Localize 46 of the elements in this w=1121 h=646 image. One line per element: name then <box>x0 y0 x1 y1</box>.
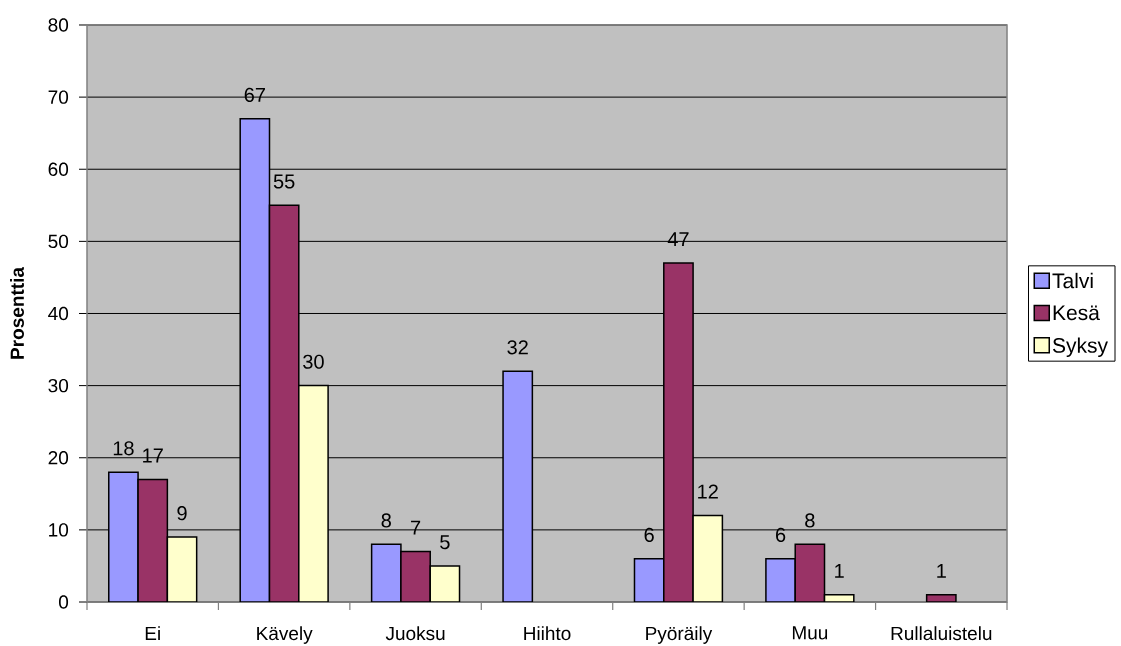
data-label: 8 <box>381 513 391 528</box>
y-tick-label: 60 <box>48 162 69 176</box>
y-tick-label: 20 <box>48 451 69 465</box>
bar <box>794 543 826 602</box>
bar <box>108 471 139 602</box>
y-tick-label: 50 <box>48 234 69 249</box>
bar <box>370 543 402 602</box>
bar <box>502 370 534 602</box>
bar <box>137 478 169 602</box>
x-tick-label: Hiihto <box>524 626 571 641</box>
legend-label: Talvi <box>1052 272 1093 289</box>
bar <box>663 262 694 602</box>
y-tick-label: 80 <box>48 18 69 32</box>
data-label: 6 <box>776 527 786 542</box>
x-tick-label: Kävely <box>257 626 313 644</box>
data-label: 30 <box>303 354 324 369</box>
bar <box>298 384 329 602</box>
x-tick-label: Muu <box>792 626 828 640</box>
bar <box>239 118 271 602</box>
y-tick-label: 10 <box>49 523 69 537</box>
data-label: 12 <box>698 484 718 499</box>
bar <box>429 565 461 602</box>
data-label: 5 <box>440 535 450 550</box>
data-label: 32 <box>507 340 528 355</box>
x-tick-label: Juoksu <box>385 626 445 641</box>
y-tick-label: 70 <box>48 90 69 104</box>
bar <box>692 514 724 602</box>
data-label: 9 <box>177 506 187 521</box>
legend-label: Syksy <box>1052 337 1108 358</box>
data-label: 1 <box>835 564 844 578</box>
bar <box>633 557 665 602</box>
bar <box>268 204 300 602</box>
bar <box>166 536 198 602</box>
y-tick-label: 0 <box>58 595 69 609</box>
data-label: 55 <box>273 174 295 189</box>
y-tick-label: 30 <box>48 378 69 393</box>
x-tick-label: Ei <box>145 626 160 640</box>
data-label: 1 <box>937 564 946 578</box>
y-axis-title: Prosenttia <box>10 266 24 359</box>
x-tick-label: Pyöräily <box>646 626 713 644</box>
y-tick-label: 40 <box>48 306 69 321</box>
legend-label: Kesä <box>1053 305 1100 321</box>
data-label: 8 <box>805 513 815 528</box>
x-tick-label: Rullaluistelu <box>891 626 992 641</box>
data-label: 6 <box>644 527 654 542</box>
data-label: 18 <box>113 441 134 456</box>
